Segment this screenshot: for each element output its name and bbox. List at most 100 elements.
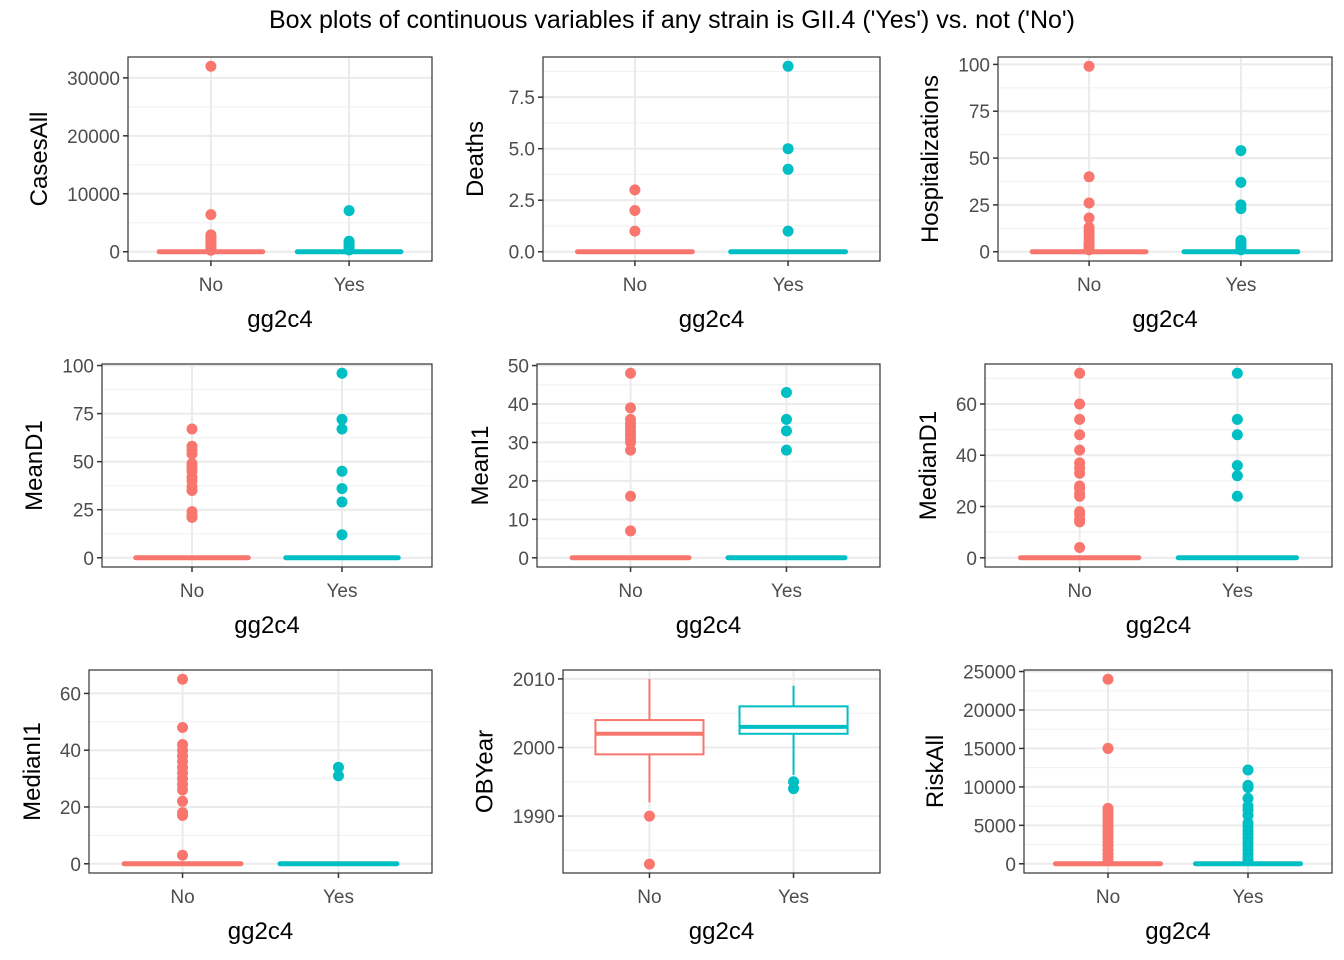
x-axis-title: gg2c4	[234, 612, 299, 639]
y-tick-label: 60	[956, 395, 977, 416]
outlier-point	[336, 529, 348, 541]
panel-background	[543, 57, 880, 261]
outlier-point	[1102, 673, 1114, 685]
outlier-point	[332, 770, 344, 782]
y-tick-label: 50	[508, 357, 529, 378]
x-tick-label: No	[170, 887, 194, 908]
y-tick-label: 0	[109, 243, 120, 264]
outlier-point	[177, 721, 189, 733]
y-tick-label: 15000	[963, 739, 1016, 760]
y-tick-label: 20	[508, 472, 529, 493]
x-tick-label: Yes	[771, 581, 802, 602]
outlier-point	[336, 465, 348, 477]
y-tick-label: 1990	[513, 807, 555, 828]
x-tick-label: Yes	[323, 887, 354, 908]
outlier-point	[629, 205, 641, 217]
panel-border	[1023, 669, 1333, 874]
box-no	[1053, 673, 1163, 867]
x-tick-label: No	[637, 887, 661, 908]
y-tick-label: 40	[60, 741, 81, 762]
y-tick-label: 100	[958, 55, 990, 76]
y-tick-label: 50	[73, 453, 94, 474]
panel-border	[984, 363, 1333, 568]
panel-background	[537, 364, 880, 567]
panel-meani1: 0 10 20 30 40 50 No Yes gg2c4 MeanI1	[467, 357, 881, 639]
outlier-point	[782, 143, 794, 155]
outlier-point	[336, 496, 348, 508]
y-tick-label: 5000	[974, 816, 1016, 837]
y-tick-label: 0	[518, 549, 529, 570]
outlier-point	[1102, 742, 1114, 754]
outlier-point	[1231, 413, 1243, 425]
outlier-point	[186, 448, 198, 460]
outlier-point	[1074, 413, 1086, 425]
y-tick-label: 7.5	[509, 88, 535, 109]
box-no	[569, 367, 692, 561]
outlier-point	[343, 205, 355, 217]
x-tick-label: No	[618, 581, 642, 602]
x-axis-title: gg2c4	[247, 306, 312, 333]
outlier-point	[177, 784, 189, 796]
outlier-point	[205, 244, 217, 256]
panel-border	[997, 56, 1333, 262]
outlier-point	[780, 413, 792, 425]
y-tick-label: 40	[956, 446, 977, 467]
y-tick-label: 2000	[513, 738, 555, 759]
outlier-point	[643, 858, 655, 870]
figure-title: Box plots of continuous variables if any…	[268, 6, 1076, 34]
box-yes	[1193, 764, 1303, 867]
panel-background	[1024, 670, 1332, 873]
y-tick-label: 20000	[67, 127, 120, 148]
outlier-point	[1074, 398, 1086, 410]
box-yes	[725, 386, 848, 561]
outlier-point	[1242, 809, 1254, 821]
x-tick-label: No	[1077, 275, 1101, 296]
x-axis-title: gg2c4	[228, 918, 293, 945]
y-tick-label: 50	[969, 149, 990, 170]
x-tick-label: Yes	[1233, 887, 1264, 908]
outlier-point	[186, 484, 198, 496]
outlier-point	[625, 525, 637, 537]
outlier-point	[625, 444, 637, 456]
outlier-point	[186, 511, 198, 523]
y-tick-label: 10000	[67, 185, 120, 206]
y-tick-label: 5.0	[509, 140, 535, 161]
outlier-point	[1235, 176, 1247, 188]
panel-border	[127, 56, 433, 262]
outlier-point	[336, 413, 348, 425]
box-no	[121, 673, 244, 867]
box-body	[738, 705, 849, 735]
x-tick-label: Yes	[1222, 581, 1253, 602]
x-axis-title: gg2c4	[1145, 918, 1210, 945]
x-tick-label: No	[1096, 887, 1120, 908]
y-tick-label: 10	[508, 510, 529, 531]
outlier-point	[343, 244, 355, 256]
y-tick-label: 75	[969, 102, 990, 123]
panel-background	[89, 670, 432, 873]
outlier-point	[177, 849, 189, 861]
outlier-point	[186, 423, 198, 435]
box-yes	[1175, 367, 1300, 561]
panel-border	[88, 669, 433, 874]
y-tick-label: 25	[73, 501, 94, 522]
x-axis-title: gg2c4	[1126, 612, 1191, 639]
outlier-point	[336, 483, 348, 495]
outlier-point	[336, 367, 348, 379]
y-axis-title: RiskAll	[922, 735, 949, 808]
y-axis-title: Deaths	[462, 121, 489, 197]
x-axis-title: gg2c4	[679, 306, 744, 333]
outlier-point	[1074, 429, 1086, 441]
box-yes	[738, 685, 849, 795]
y-axis-title: OBYear	[472, 730, 499, 813]
outlier-point	[1231, 367, 1243, 379]
box-no	[1029, 60, 1149, 256]
outlier-point	[625, 490, 637, 502]
outlier-point	[788, 783, 800, 795]
x-tick-label: Yes	[327, 581, 358, 602]
box-no	[574, 184, 695, 255]
box-yes	[1181, 145, 1301, 256]
box-body	[594, 719, 705, 756]
y-axis-title: Hospitalizations	[917, 75, 944, 243]
y-tick-label: 40	[508, 395, 529, 416]
box-no	[156, 60, 266, 256]
